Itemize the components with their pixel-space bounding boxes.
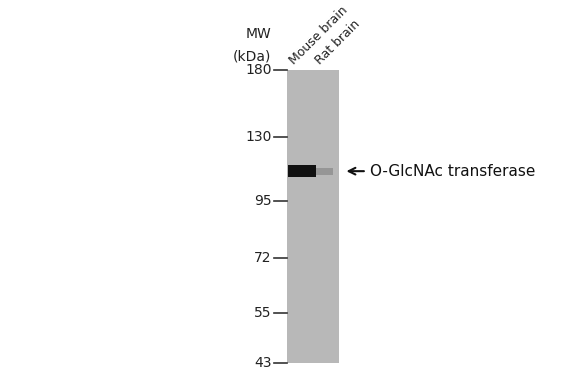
Text: Mouse brain: Mouse brain	[287, 4, 350, 67]
Text: Rat brain: Rat brain	[313, 17, 362, 67]
Text: 95: 95	[254, 194, 271, 208]
Bar	[288, 165, 316, 177]
Text: 43: 43	[254, 356, 271, 370]
Text: 180: 180	[245, 64, 271, 77]
Text: 130: 130	[245, 130, 271, 144]
Bar	[287, 70, 339, 363]
Bar	[316, 167, 333, 175]
Text: MW: MW	[246, 27, 271, 41]
Text: (kDa): (kDa)	[233, 50, 271, 64]
Text: 72: 72	[254, 251, 271, 265]
Text: O-GlcNAc transferase: O-GlcNAc transferase	[370, 164, 535, 179]
Text: 55: 55	[254, 306, 271, 320]
